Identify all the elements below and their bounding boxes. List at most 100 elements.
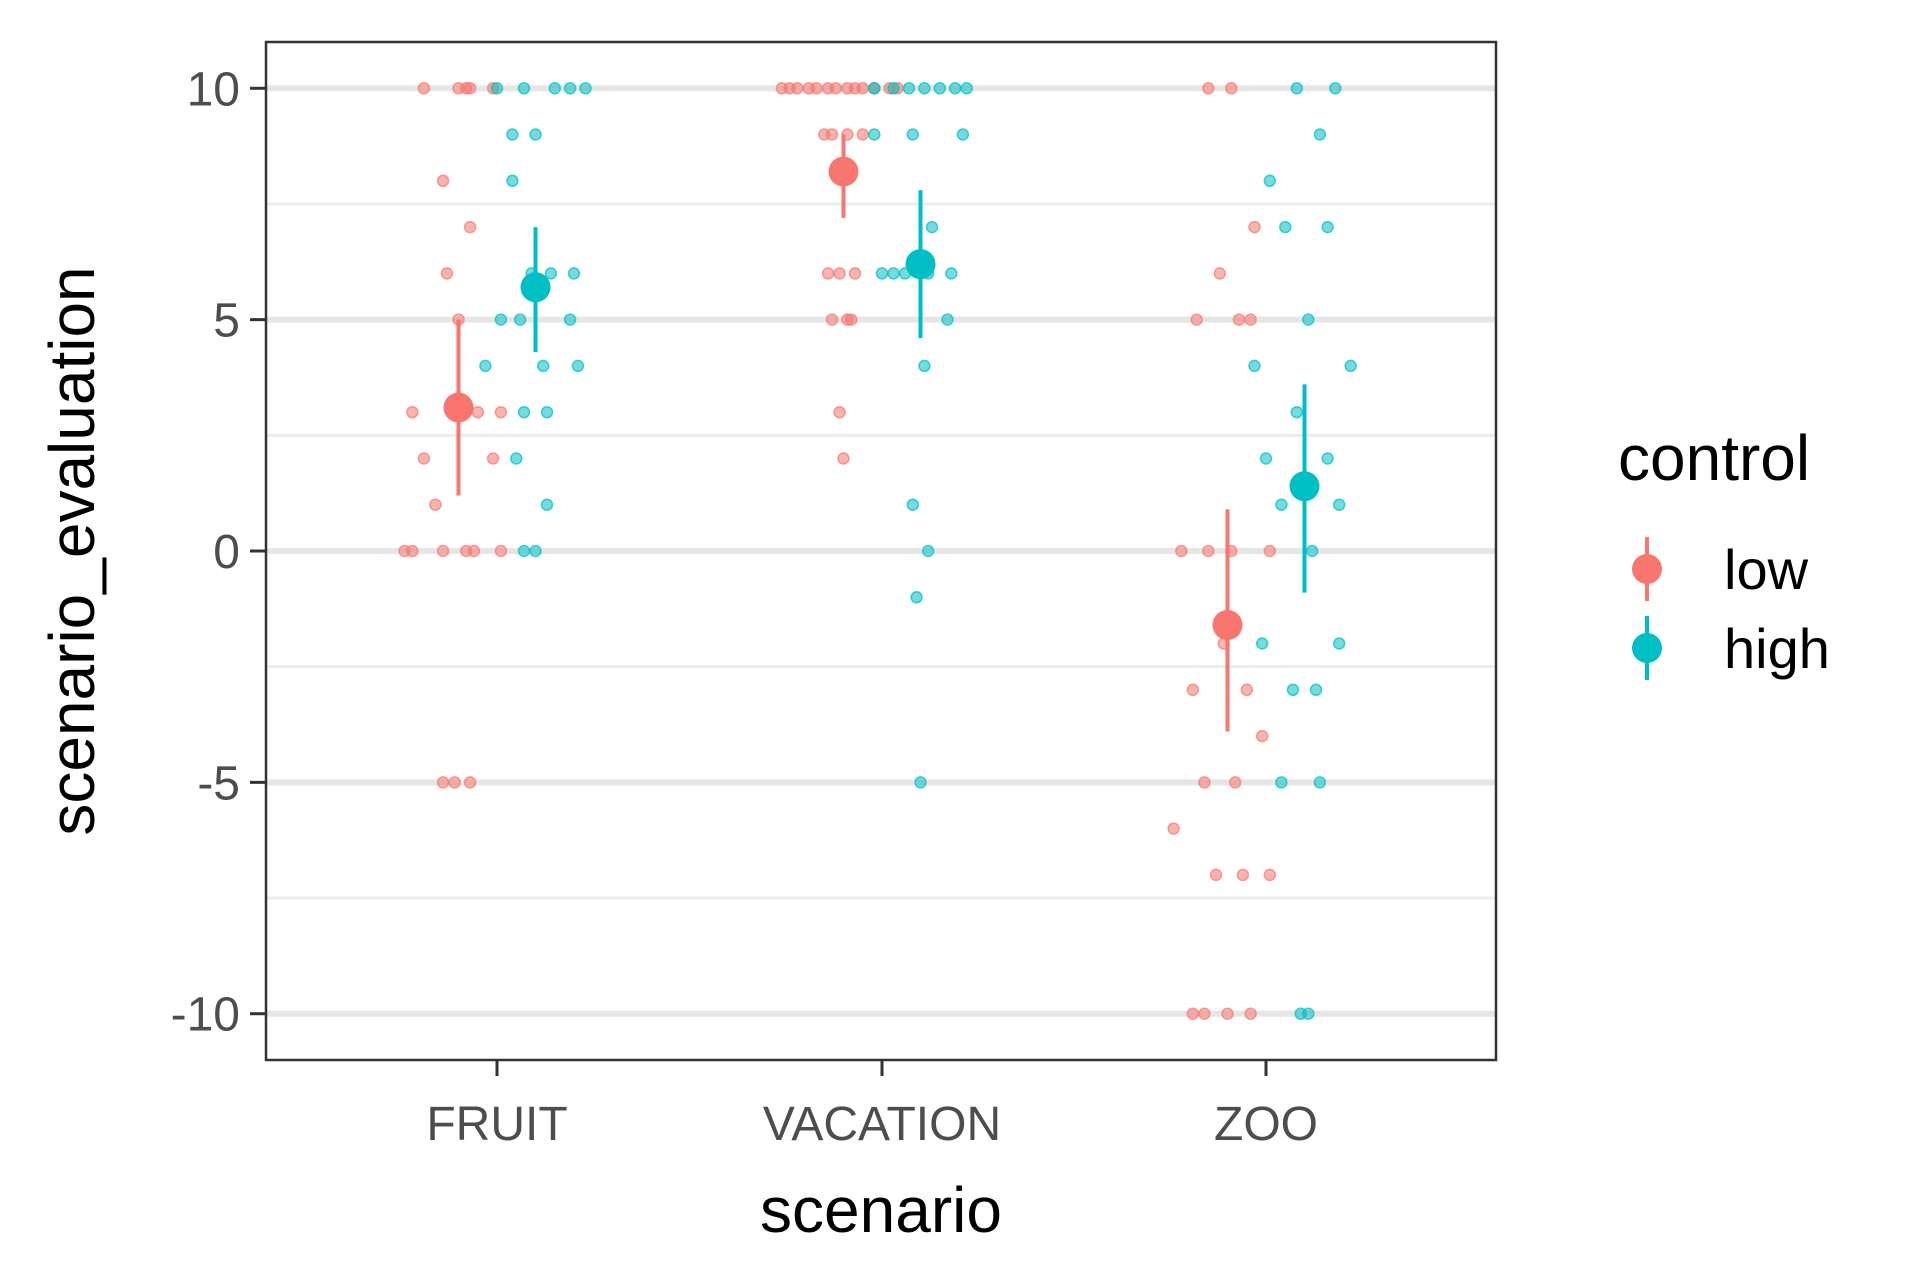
data-point-low	[821, 267, 835, 280]
data-point-low	[463, 220, 477, 234]
data-point-low	[1228, 776, 1242, 789]
data-point-high	[918, 359, 931, 373]
data-point-high	[925, 220, 939, 234]
data-point-low	[856, 82, 870, 95]
data-point-high	[494, 313, 508, 326]
x-axis-title: scenario	[760, 1174, 1002, 1246]
data-point-high	[529, 128, 542, 141]
data-point-high	[517, 82, 531, 95]
data-point-low	[1232, 313, 1246, 326]
data-point-low	[463, 776, 477, 789]
data-point-low	[1221, 1007, 1234, 1020]
data-point-low	[856, 128, 870, 141]
x-tick-label: VACATION	[763, 1098, 1001, 1151]
data-point-high	[544, 267, 558, 280]
data-point-high	[1279, 220, 1292, 234]
data-point-low	[1190, 313, 1203, 326]
data-point-low	[429, 498, 442, 511]
y-axis-title: scenario_evaluation	[36, 266, 108, 835]
data-point-low	[494, 405, 508, 419]
data-point-low	[436, 544, 450, 558]
data-point-low	[1225, 82, 1238, 95]
data-point-low	[848, 267, 862, 280]
y-tick-label: 10	[187, 63, 240, 116]
legend-entries: low high	[1632, 537, 1830, 680]
data-point-low	[1263, 868, 1277, 882]
legend-key-dot-low	[1632, 554, 1662, 584]
data-points	[398, 82, 1357, 1020]
data-point-high	[960, 82, 973, 95]
data-point-high	[1275, 498, 1288, 511]
data-point-low	[837, 452, 850, 465]
data-point-high	[875, 267, 889, 280]
mean-point-low	[1212, 610, 1243, 641]
y-tick-label: 5	[213, 295, 240, 348]
data-point-high	[868, 128, 881, 141]
data-point-low	[810, 82, 823, 95]
data-point-high	[540, 405, 554, 419]
legend: control low high	[1618, 422, 1830, 680]
data-point-high	[1309, 683, 1323, 697]
data-point-low	[1236, 868, 1250, 882]
data-point-low	[1186, 683, 1200, 697]
data-point-low	[1255, 729, 1269, 743]
data-point-high	[1313, 776, 1327, 789]
data-point-high	[1255, 637, 1269, 650]
data-point-high	[517, 544, 531, 558]
data-point-high	[571, 359, 585, 373]
y-tick-label: 0	[213, 526, 240, 579]
data-point-high	[902, 82, 916, 95]
data-point-low	[833, 405, 846, 419]
data-point-low	[1244, 1007, 1257, 1020]
data-point-low	[417, 82, 431, 95]
data-point-low	[436, 174, 450, 188]
data-point-low	[833, 267, 846, 280]
data-point-high	[513, 313, 527, 326]
data-point-high	[948, 82, 962, 95]
data-point-low	[1202, 82, 1215, 95]
data-point-high	[1259, 452, 1273, 465]
data-point-high	[1302, 1007, 1315, 1020]
data-point-high	[1302, 313, 1315, 326]
y-tick-label: -10	[171, 989, 240, 1042]
data-point-high	[536, 359, 550, 373]
data-point-high	[887, 82, 900, 95]
data-point-high	[567, 267, 581, 280]
data-point-low	[440, 267, 454, 280]
data-point-low	[1202, 544, 1215, 558]
data-point-high	[517, 405, 531, 419]
data-point-high	[933, 82, 947, 95]
data-point-low	[417, 452, 431, 465]
data-point-low	[1186, 1007, 1200, 1020]
data-point-high	[490, 82, 504, 95]
data-point-low	[406, 405, 419, 419]
data-point-high	[1332, 637, 1346, 650]
legend-title: control	[1618, 422, 1810, 494]
x-tick-label: FRUIT	[426, 1098, 567, 1151]
legend-label-high: high	[1724, 617, 1830, 680]
data-point-high	[563, 82, 577, 95]
data-point-high	[1263, 174, 1277, 188]
data-point-low	[1213, 267, 1227, 280]
data-point-high	[1321, 452, 1334, 465]
legend-label-low: low	[1724, 538, 1809, 601]
data-point-low	[1167, 822, 1180, 835]
data-point-high	[1275, 776, 1288, 789]
x-axis: FRUIT VACATION ZOO	[426, 1060, 1318, 1151]
data-point-high	[918, 82, 931, 95]
mean-error-bars	[443, 134, 1320, 732]
data-point-low	[1248, 220, 1261, 234]
data-point-high	[1344, 359, 1357, 373]
data-point-high	[1313, 128, 1327, 141]
data-point-high	[540, 498, 554, 511]
data-point-low	[1263, 544, 1277, 558]
y-tick-label: -5	[197, 757, 240, 810]
data-point-high	[479, 359, 492, 373]
data-point-low	[406, 544, 419, 558]
data-point-low	[471, 405, 485, 419]
mean-point-high	[520, 272, 551, 303]
mean-point-low	[443, 392, 474, 423]
data-point-low	[1244, 313, 1257, 326]
data-point-high	[1329, 82, 1342, 95]
